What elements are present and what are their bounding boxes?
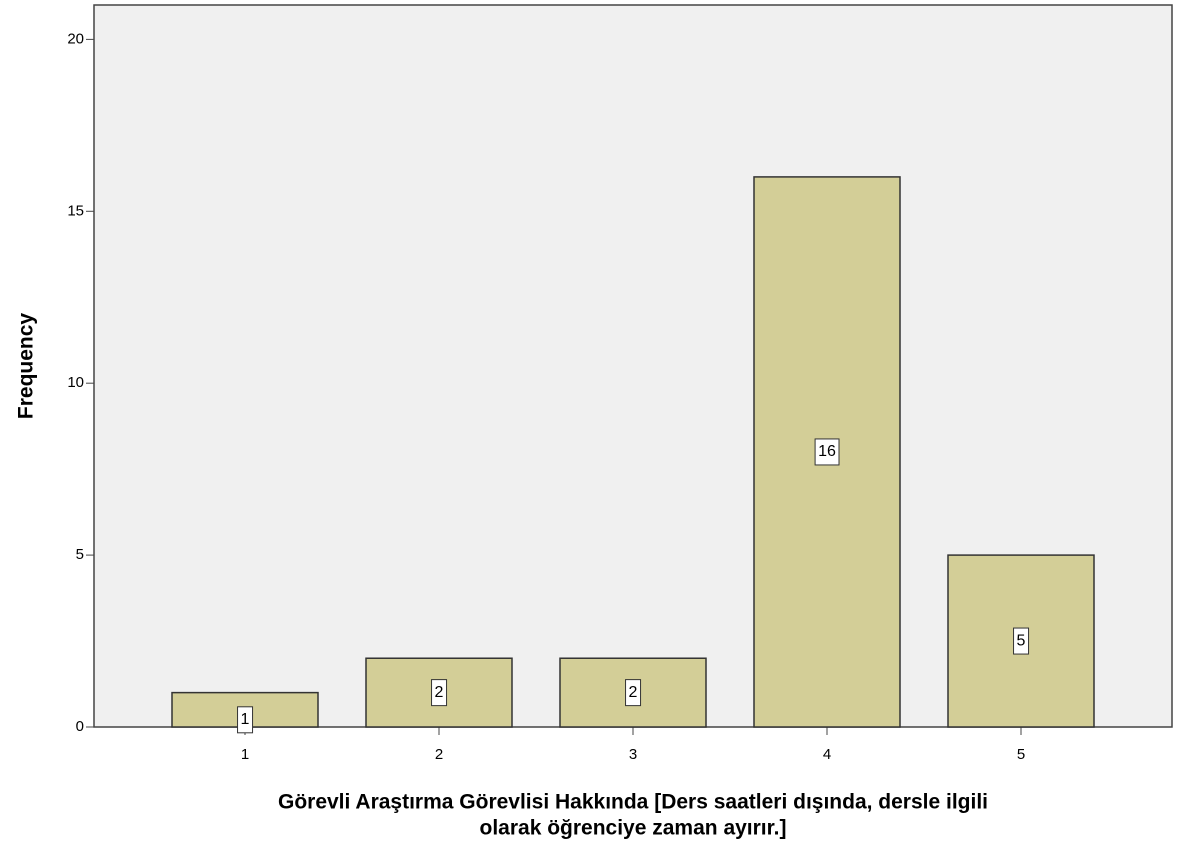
- data-label-box: [237, 706, 254, 734]
- y-axis-title: Frequency: [15, 313, 38, 420]
- data-label-box: [814, 438, 840, 466]
- data-label-box: [625, 679, 642, 707]
- y-tick-label: 5: [76, 546, 84, 563]
- data-label: 2: [435, 684, 444, 701]
- x-tick-label: 2: [435, 746, 443, 763]
- data-label-box: [431, 679, 448, 707]
- y-tick-label: 15: [67, 202, 84, 219]
- x-tick-label: 1: [241, 746, 249, 763]
- y-tick-label: 20: [67, 30, 84, 47]
- x-axis-title: olarak öğrenciye zaman ayırır.]: [480, 817, 787, 840]
- y-tick-label: 0: [76, 718, 84, 735]
- y-tick-label: 10: [67, 374, 84, 391]
- x-axis-title: Görevli Araştırma Görevlisi Hakkında [De…: [278, 791, 988, 814]
- x-tick-label: 4: [823, 746, 831, 763]
- data-label-box: [1013, 627, 1030, 655]
- x-tick-label: 5: [1017, 746, 1025, 763]
- data-label: 16: [818, 443, 836, 460]
- data-label: 2: [629, 684, 638, 701]
- data-label: 1: [241, 711, 250, 728]
- x-tick-label: 3: [629, 746, 637, 763]
- data-label: 5: [1017, 632, 1026, 649]
